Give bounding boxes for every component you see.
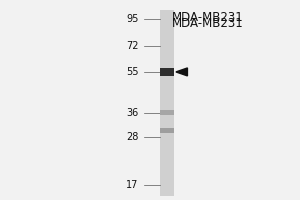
Text: 36: 36 [126, 108, 139, 118]
Text: 28: 28 [126, 132, 139, 142]
Text: MDA-MB231: MDA-MB231 [172, 11, 244, 24]
Text: 17: 17 [126, 180, 139, 190]
Bar [160, 110, 175, 115]
Text: 55: 55 [126, 67, 139, 77]
Bar [160, 68, 175, 76]
Text: 95: 95 [126, 14, 139, 24]
Text: 72: 72 [126, 41, 139, 51]
Text: MDA-MB231: MDA-MB231 [172, 17, 244, 30]
Bar [160, 10, 175, 196]
Bar [160, 128, 175, 133]
Polygon shape [176, 68, 188, 76]
